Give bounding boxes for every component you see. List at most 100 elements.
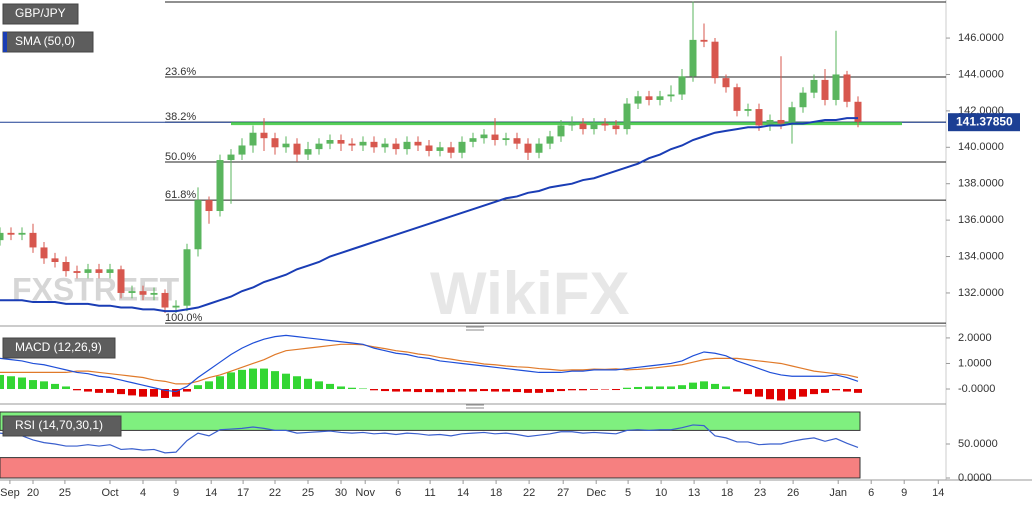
candle-body: [678, 76, 686, 95]
x-tick-label: 6: [395, 487, 401, 499]
candle-body: [315, 143, 323, 150]
fib-label: 61.8%: [165, 189, 196, 201]
candle-body: [821, 79, 829, 100]
candle-body: [51, 258, 59, 263]
macd-histogram-bar: [590, 389, 598, 390]
candle-body: [282, 143, 290, 148]
macd-histogram-bar: [7, 376, 15, 390]
macd-histogram-bar: [810, 389, 818, 395]
sma-line: [0, 117, 858, 313]
resize-handle[interactable]: [466, 404, 484, 409]
candle-body: [634, 96, 642, 104]
macd-histogram-bar: [579, 389, 587, 391]
x-tick-label: Dec: [586, 487, 606, 499]
x-tick-label: Jan: [829, 487, 847, 499]
macd-histogram-bar: [513, 389, 521, 393]
candle-body: [755, 109, 763, 126]
candle-body: [414, 141, 422, 146]
candle-body: [29, 232, 37, 248]
candle-body: [249, 132, 257, 146]
candle-body: [18, 232, 26, 235]
indicator-label-box[interactable]: [2, 415, 122, 437]
x-tick-label: 22: [523, 487, 535, 499]
macd-histogram-bar: [414, 389, 422, 393]
candle-body: [469, 138, 477, 142]
candle-body: [546, 136, 554, 144]
y-tick-label: 0.0000: [958, 472, 992, 484]
x-tick-label: 4: [140, 487, 146, 499]
macd-histogram-bar: [73, 389, 81, 391]
candle-body: [359, 141, 367, 146]
x-tick-label: 26: [787, 487, 799, 499]
x-tick-label: 27: [557, 487, 569, 499]
candle-body: [579, 123, 587, 130]
signal-line: [0, 343, 859, 385]
candle-body: [777, 119, 785, 124]
candle-body: [161, 292, 169, 308]
y-tick-label: 146.0000: [958, 32, 1004, 44]
macd-histogram-bar: [524, 389, 532, 393]
x-tick-label: 23: [754, 487, 766, 499]
candle-body: [623, 103, 631, 130]
x-tick-label: 20: [27, 487, 39, 499]
indicator-label: SMA (50,0): [15, 34, 75, 48]
macd-histogram-bar: [744, 389, 752, 395]
candle-body: [799, 92, 807, 108]
candle-body: [381, 143, 389, 148]
candle-body: [106, 269, 114, 273]
macd-histogram-bar: [766, 389, 774, 400]
y-tick-label: 50.0000: [958, 438, 998, 450]
candle-body: [557, 125, 565, 137]
candle-body: [722, 78, 730, 88]
macd-histogram-bar: [403, 389, 411, 392]
macd-histogram-bar: [227, 372, 235, 390]
macd-histogram-bar: [832, 389, 840, 391]
candle-body: [502, 138, 510, 141]
fib-label: 23.6%: [165, 66, 196, 78]
macd-histogram-bar: [458, 389, 466, 392]
macd-histogram-bar: [315, 381, 323, 390]
fib-label: 50.0%: [165, 151, 196, 163]
candle-body: [84, 269, 92, 273]
macd-histogram-bar: [62, 386, 70, 390]
candle-body: [403, 141, 411, 150]
x-tick-label: 22: [269, 487, 281, 499]
x-tick-label: Nov: [355, 487, 375, 499]
macd-histogram-bar: [194, 385, 202, 390]
watermark: WikiFX: [430, 260, 629, 327]
y-tick-label: 1.0000: [958, 357, 992, 369]
candle-body: [150, 292, 158, 295]
x-tick-label: 30: [335, 487, 347, 499]
macd-histogram-bar: [304, 378, 312, 390]
x-tick-label: Sep: [0, 487, 20, 499]
indicator-label-box[interactable]: [2, 3, 79, 25]
x-tick-label: 25: [59, 487, 71, 499]
macd-histogram-bar: [172, 389, 180, 397]
candle-body: [458, 141, 466, 153]
macd-histogram-bar: [546, 389, 554, 393]
candle-body: [271, 138, 279, 148]
macd-histogram-bar: [348, 387, 356, 390]
y-tick-label: 140.0000: [958, 141, 1004, 153]
y-tick-label: 138.0000: [958, 178, 1004, 190]
x-tick-label: 5: [625, 487, 631, 499]
resize-handle[interactable]: [466, 326, 484, 331]
macd-histogram-bar: [799, 389, 807, 397]
indicator-label: GBP/JPY: [15, 6, 66, 20]
candle-body: [348, 143, 356, 146]
indicator-label-box[interactable]: [2, 337, 116, 359]
candle-body: [810, 79, 818, 93]
candle-body: [73, 271, 81, 273]
indicator-label: MACD (12,26,9): [15, 340, 102, 354]
candle-body: [590, 123, 598, 130]
macd-histogram-bar: [612, 389, 620, 391]
macd-histogram-bar: [645, 386, 653, 390]
candle-body: [392, 143, 400, 150]
macd-histogram-bar: [491, 389, 499, 392]
macd-histogram-bar: [821, 389, 829, 393]
candle-body: [766, 119, 774, 126]
candle-body: [0, 232, 4, 241]
candle-body: [656, 96, 664, 100]
macd-histogram-bar: [106, 389, 114, 393]
